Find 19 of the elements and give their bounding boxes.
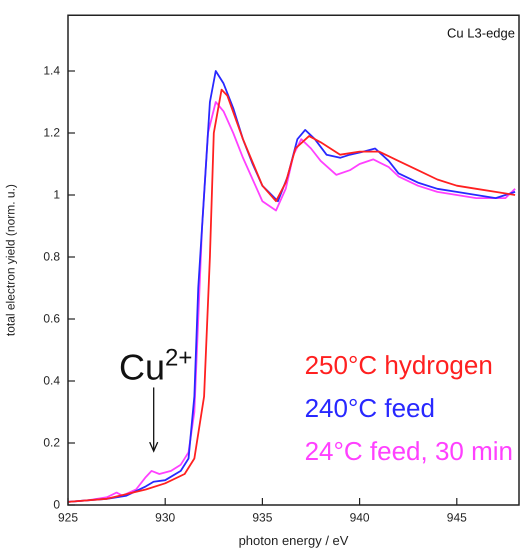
text: 240°C feed [304,393,435,423]
y-tick-label: 0 [53,497,60,512]
y-tick-label: 0.4 [43,373,60,388]
annotation: Cu L3-edge [447,25,515,40]
x-tick-label: 935 [252,510,273,525]
text: 24°C feed, 30 min [304,436,513,466]
text: 250°C hydrogen [304,350,493,380]
x-tick-label: 940 [350,510,370,525]
y-tick-label: 1.4 [43,63,60,78]
y-tick-label: 1 [53,187,60,202]
y-tick-label: 1.2 [43,125,60,140]
y-tick-label: 0.8 [43,249,60,264]
x-tick-label: 930 [155,510,176,525]
y-tick-label: 0.2 [43,435,60,450]
y-axis-title: total electron yield (norm. u.) [4,184,18,336]
x-axis-title: photon energy / eV [238,532,349,548]
x-tick-label: 945 [446,510,468,525]
x-tick-label: 925 [58,510,78,525]
y-tick-label: 0.6 [43,311,60,326]
